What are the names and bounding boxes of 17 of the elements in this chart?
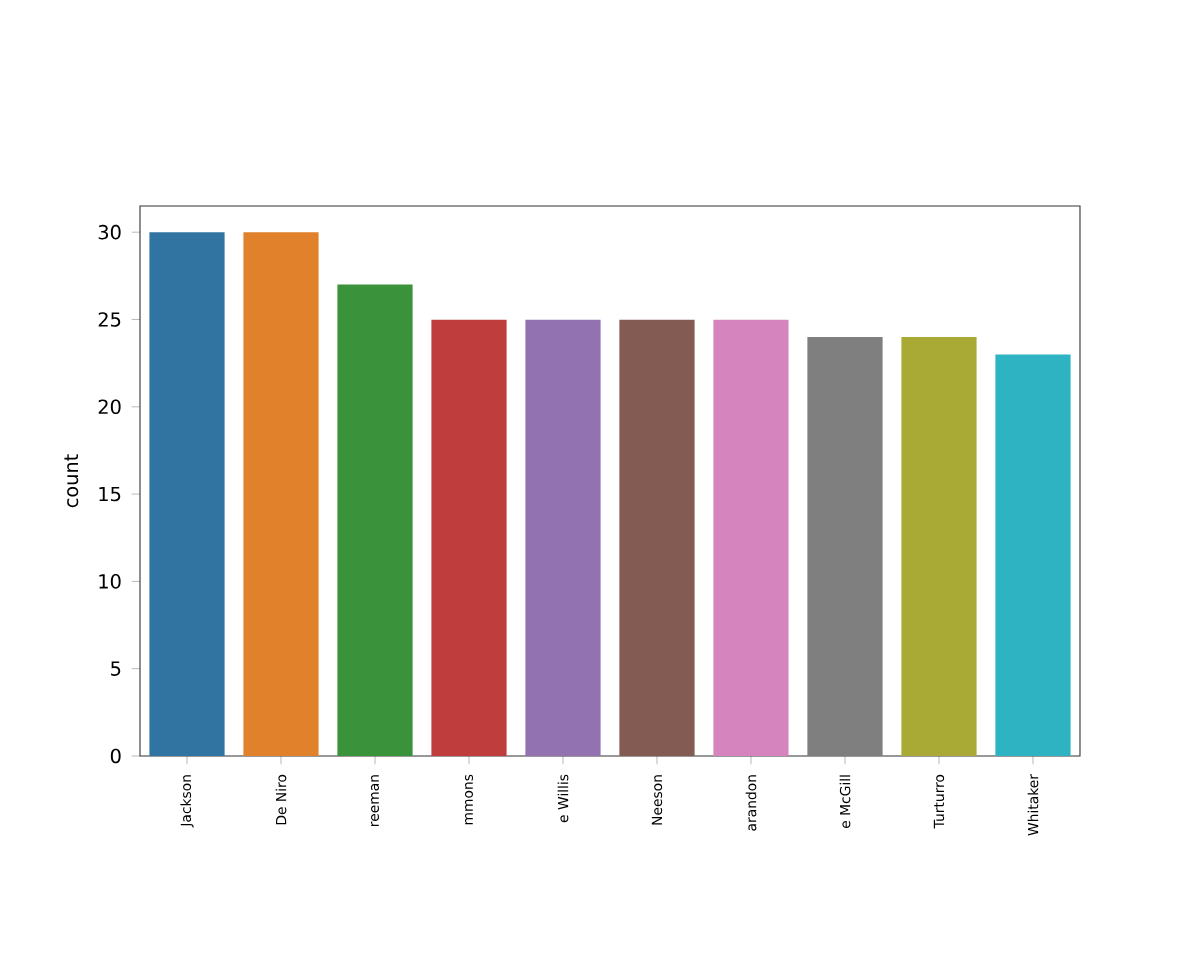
y-tick-label: 10 (99, 574, 121, 589)
y-axis-title: count (64, 454, 79, 508)
bar (619, 319, 695, 756)
y-tick-label: 20 (98, 399, 121, 415)
bar (243, 232, 319, 756)
y-tick-label: 30 (98, 224, 121, 240)
y-tick-label: 15 (99, 486, 121, 502)
bar (149, 232, 225, 756)
bar (995, 354, 1071, 756)
y-tick-label: 0 (110, 748, 121, 764)
bar (337, 284, 413, 756)
bar (525, 319, 601, 756)
y-tick-label: 25 (98, 312, 121, 327)
bar (901, 336, 977, 756)
y-tick-label: 5 (111, 661, 121, 676)
bar (713, 319, 789, 756)
bar (431, 319, 507, 756)
